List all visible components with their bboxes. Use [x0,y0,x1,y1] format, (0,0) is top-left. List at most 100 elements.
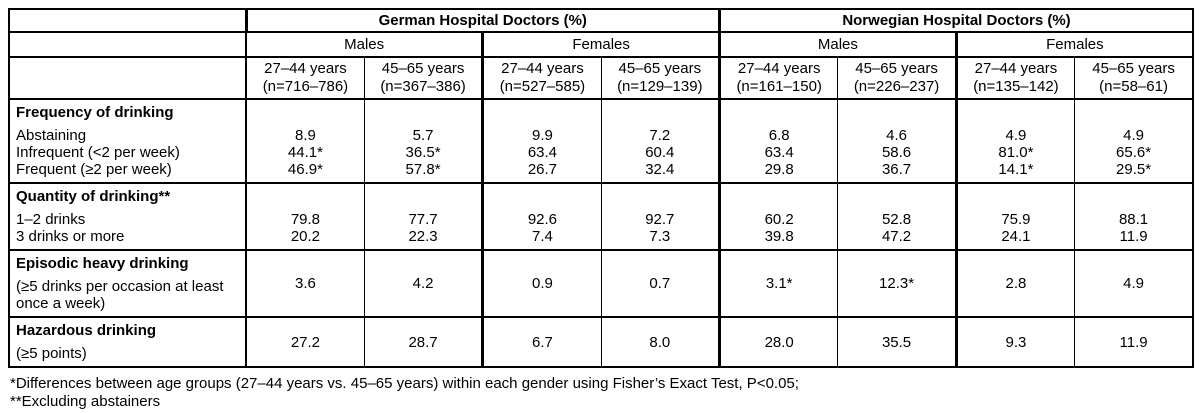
value-cell: 5.7 36.5* 57.8* [363,98,484,184]
corner-cell-mid [8,31,247,58]
value-cell: 28.0 [717,316,839,368]
value: 81.0* [998,144,1034,161]
sample-size: (n=129–139) [617,78,703,95]
value-cell: 79.8 20.2 [245,182,365,251]
value-cell: 3.1* [717,249,839,318]
value: 63.4 [527,144,558,161]
value: 9.3 [1005,333,1027,351]
gender-header-norwegian-females: Females [954,31,1194,58]
value: 14.1* [998,161,1034,178]
age-header-col-7: 27–44 years (n=135–142) [954,56,1076,100]
value: 6.8 [768,127,790,144]
value-cell: 4.9 [1074,249,1194,318]
row-label: Infrequent (<2 per week) [16,144,180,161]
value: 3.6 [295,275,316,292]
value-cell: 4.6 58.6 36.7 [837,98,957,184]
value: 65.6* [1116,144,1152,161]
value-cell: 11.9 [1074,316,1194,368]
value: 3.1* [765,275,793,292]
value-cell: 77.7 22.3 [363,182,484,251]
section-label-cell: Episodic heavy drinking (≥5 drinks per o… [8,249,247,318]
value: 29.5* [1116,161,1152,178]
value: 24.1 [1001,228,1031,245]
spacer [723,104,835,127]
value-cell: 28.7 [363,316,484,368]
spacer [604,104,716,127]
age-range: 45–65 years [381,60,465,77]
section-subtitle: (≥5 points) [16,345,87,362]
value-cell: 4.9 65.6* 29.5* [1074,98,1194,184]
value: 0.7 [649,275,671,292]
country-header-row: German Hospital Doctors (%) Norwegian Ho… [8,8,1194,33]
value: 12.3* [879,275,915,292]
age-range: 45–65 years [1092,60,1175,77]
section-row-frequency-of-drinking: Frequency of drinking Abstaining Infrequ… [8,98,1194,184]
age-range: 27–44 years [974,60,1058,77]
sample-size: (n=367–386) [380,78,466,95]
section-subtitle: (≥5 drinks per occasion at least once a … [16,278,224,312]
age-range: 45–65 years [618,60,702,77]
age-header-col-6: 45–65 years (n=226–237) [837,56,957,100]
spacer [840,188,952,211]
section-title: Quantity of drinking** [16,188,171,205]
row-label: 3 drinks or more [16,228,125,245]
value-cell: 9.3 [954,316,1076,368]
value: 8.9 [295,127,316,144]
value: 6.7 [532,333,553,351]
value-cell: 27.2 [245,316,365,368]
value: 2.8 [1005,275,1027,292]
spacer [367,188,479,211]
age-header-col-2: 45–65 years (n=367–386) [363,56,484,100]
spacer [249,104,362,127]
value-cell: 4.2 [363,249,484,318]
value: 75.9 [1001,211,1031,228]
value: 4.9 [1123,275,1144,292]
value-cell: 35.5 [837,316,957,368]
value: 0.9 [532,275,553,292]
sample-size: (n=226–237) [853,78,940,95]
spacer [723,188,835,211]
footnote-significance: *Differences between age groups (27–44 y… [10,375,799,392]
value: 7.4 [532,228,553,245]
spacer [1077,188,1190,211]
section-row-hazardous-drinking: Hazardous drinking (≥5 points) 27.2 28.7… [8,316,1194,368]
age-range: 27–44 years [737,60,821,77]
row-label: Frequent (≥2 per week) [16,161,172,178]
row-label: 1–2 drinks [16,211,86,228]
doctors-drinking-table: German Hospital Doctors (%) Norwegian Ho… [8,8,1194,368]
value-cell: 6.8 63.4 29.8 [717,98,839,184]
value: 52.8 [881,211,912,228]
spacer [1077,104,1190,127]
age-range: 27–44 years [501,60,584,77]
age-header-row: 27–44 years (n=716–786) 45–65 years (n=3… [8,56,1194,100]
value-cell: 12.3* [837,249,957,318]
value-cell: 88.1 11.9 [1074,182,1194,251]
sample-size: (n=716–786) [262,78,349,95]
age-range: 45–65 years [855,60,938,77]
value: 4.9 [1005,127,1027,144]
value: 4.2 [412,275,434,292]
country-header-german: German Hospital Doctors (%) [244,8,720,33]
value: 20.2 [290,228,321,245]
value: 7.2 [649,127,671,144]
section-label-cell: Frequency of drinking Abstaining Infrequ… [8,98,247,184]
corner-cell-top [8,8,247,33]
value: 92.7 [645,211,675,228]
value: 9.9 [532,127,553,144]
section-title: Frequency of drinking [16,104,174,121]
value: 60.2 [764,211,794,228]
section-title: Hazardous drinking [16,322,157,339]
value: 27.2 [290,333,321,351]
spacer [960,188,1072,211]
value-cell: 0.7 [600,249,721,318]
section-label-cell: Hazardous drinking (≥5 points) [8,316,247,368]
gender-header-german-females: Females [481,31,720,58]
value-cell: 8.0 [600,316,721,368]
value-cell: 4.9 81.0* 14.1* [954,98,1076,184]
section-row-episodic-heavy-drinking: Episodic heavy drinking (≥5 drinks per o… [8,249,1194,318]
value-cell: 2.8 [954,249,1076,318]
value: 63.4 [764,144,794,161]
spacer [960,104,1072,127]
spacer [486,188,598,211]
